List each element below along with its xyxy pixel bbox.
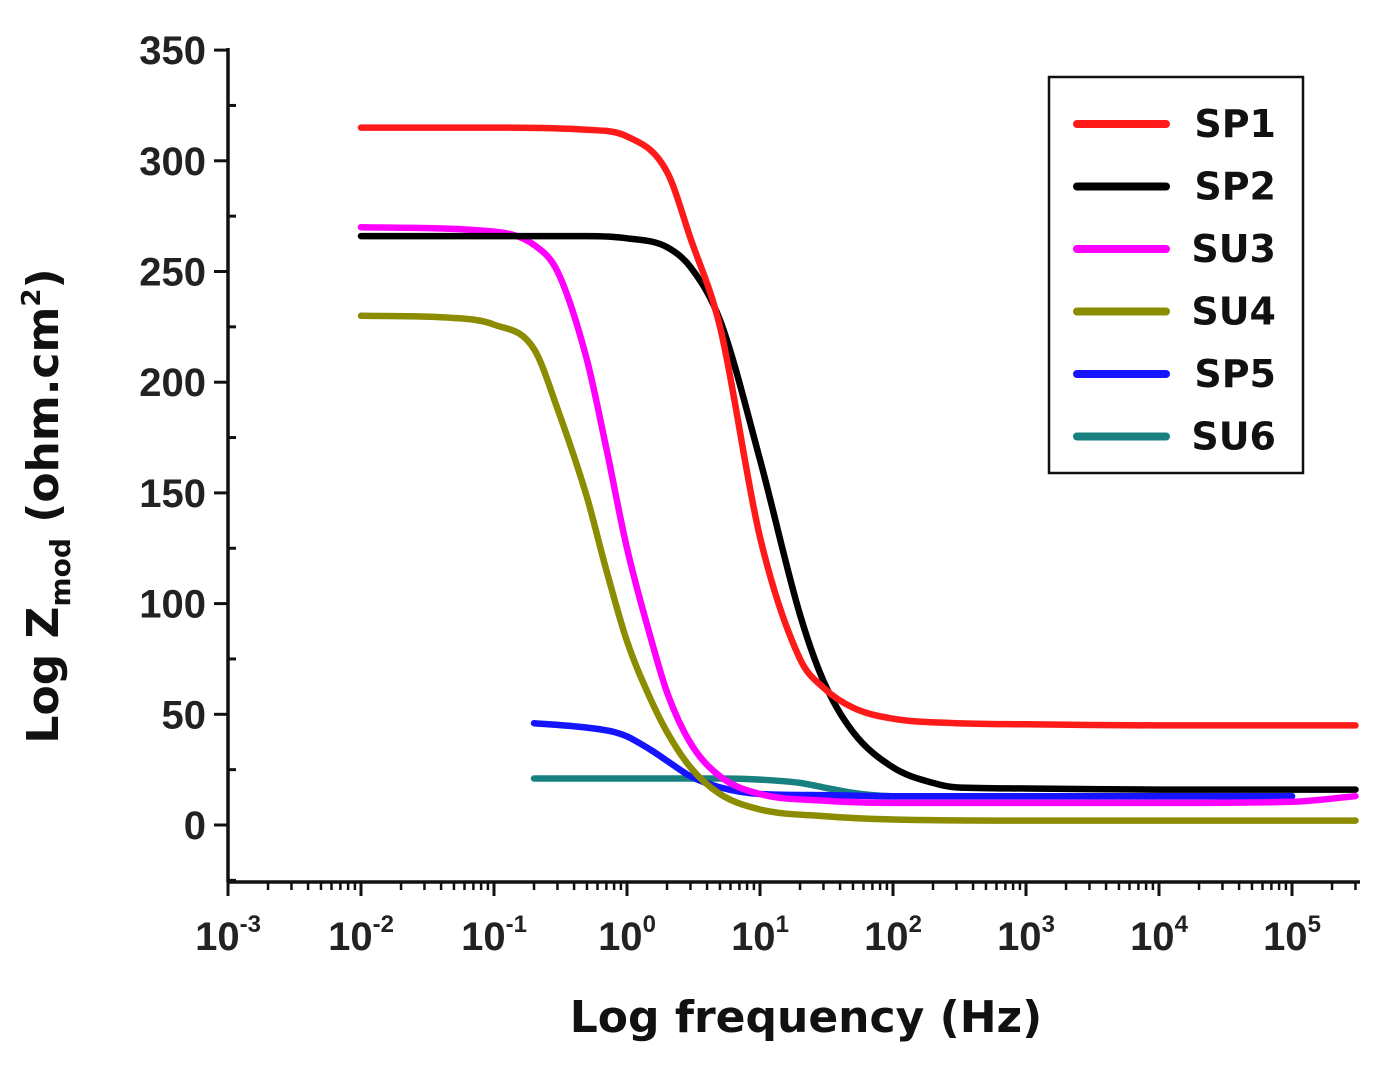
series-lines <box>357 124 1359 824</box>
x-tick-base: 10 <box>598 915 643 959</box>
y-axis-title: Log Zmod (ohm.cm2) <box>17 268 77 743</box>
y-tick-label: 50 <box>162 693 207 737</box>
legend-box <box>1047 75 1305 475</box>
x-tick-base: 10 <box>328 915 373 959</box>
y-tick-label: 300 <box>139 140 206 184</box>
x-tick-base: 10 <box>195 915 240 959</box>
legend-label-su4: SU4 <box>1191 290 1276 334</box>
x-tick-exponent: 3 <box>1042 911 1055 938</box>
x-tick-exponent: 2 <box>909 911 922 938</box>
series-line-sp5 <box>530 719 1296 800</box>
x-tick-exponent: 1 <box>776 911 789 938</box>
x-tick-base: 10 <box>864 915 909 959</box>
x-tick-label: 103 <box>997 911 1055 959</box>
x-tick-label: 101 <box>731 911 789 959</box>
y-tick-label: 150 <box>139 472 206 516</box>
y-axis-title-subscript: mod <box>44 538 77 606</box>
y-tick-label: 0 <box>184 804 206 848</box>
legend-label-sp1: SP1 <box>1194 102 1276 146</box>
series-line-su3 <box>357 223 1359 807</box>
x-tick-exponent: 0 <box>643 911 656 938</box>
y-axis-title-close: ) <box>18 268 69 288</box>
y-tick-label: 350 <box>139 29 206 73</box>
y-axis-title-prefix: Log Z <box>18 607 69 744</box>
series-line-sp1 <box>357 124 1359 729</box>
x-tick-exponent: -2 <box>373 911 394 938</box>
x-tick-exponent: 5 <box>1308 911 1321 938</box>
y-tick-label: 250 <box>139 251 206 295</box>
y-tick-label: 100 <box>139 583 206 627</box>
x-tick-label: 10-3 <box>195 911 261 959</box>
x-tick-label: 100 <box>598 911 656 959</box>
x-axis-title: Log frequency (Hz) <box>570 992 1042 1043</box>
legend-label-su6: SU6 <box>1191 415 1276 459</box>
x-tick-exponent: -1 <box>506 911 527 938</box>
x-tick-base: 10 <box>1263 915 1308 959</box>
x-tick-base: 10 <box>1130 915 1175 959</box>
series-line-su4 <box>357 312 1359 824</box>
y-axis-title-unit: (ohm.cm <box>18 307 69 538</box>
y-axis-title-superscript: 2 <box>17 289 47 307</box>
series-line-sp2 <box>357 232 1359 793</box>
legend: SP1 SP2 SU3 SU4 SP5 SU6 <box>1047 75 1305 475</box>
legend-label-sp5: SP5 <box>1194 352 1276 396</box>
x-tick-label: 104 <box>1130 911 1189 959</box>
x-tick-exponent: -3 <box>240 911 261 938</box>
axes <box>226 48 1360 884</box>
y-tick-label: 200 <box>139 361 206 405</box>
x-tick-label: 102 <box>864 911 922 959</box>
legend-label-sp2: SP2 <box>1194 165 1276 209</box>
x-tick-base: 10 <box>997 915 1042 959</box>
x-tick-label: 10-1 <box>461 911 527 959</box>
x-tick-exponent: 4 <box>1175 911 1189 938</box>
x-tick-base: 10 <box>461 915 506 959</box>
x-tick-label: 10-2 <box>328 911 394 959</box>
x-tick-base: 10 <box>731 915 776 959</box>
x-tick-label: 105 <box>1263 911 1321 959</box>
legend-label-su3: SU3 <box>1191 227 1276 271</box>
